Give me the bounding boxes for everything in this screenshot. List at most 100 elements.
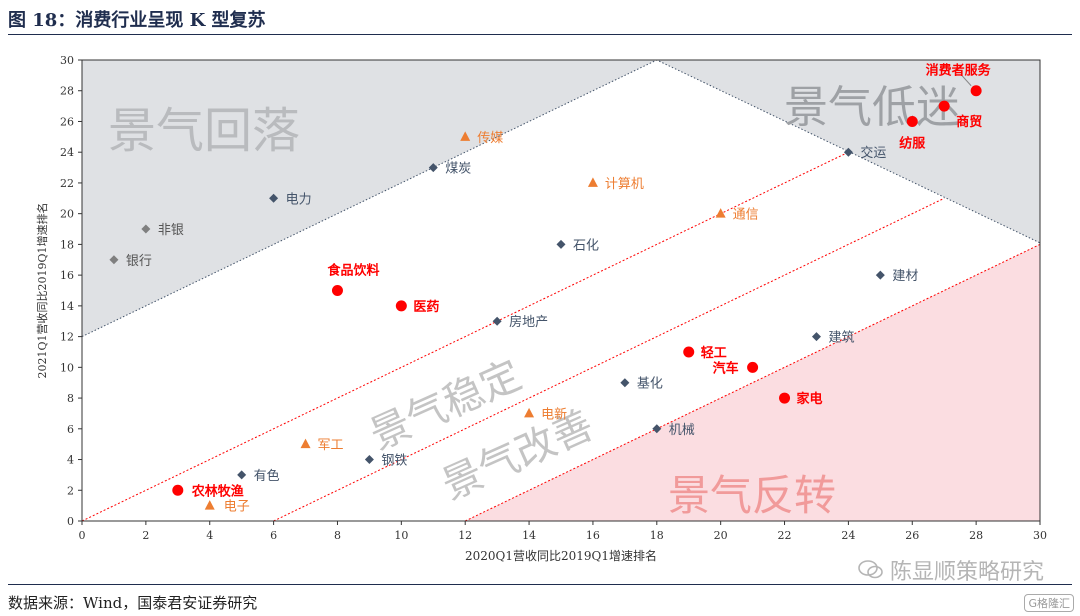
gelonghui-logo: G格隆汇	[1024, 594, 1074, 612]
x-tick-label: 10	[394, 529, 408, 542]
point-marker	[204, 500, 215, 510]
callout-leader	[961, 75, 972, 87]
point-label: 轻工	[701, 345, 727, 361]
y-tick-label: 14	[60, 300, 74, 313]
zone-label: 景气回落	[108, 103, 300, 159]
point-label: 石化	[573, 238, 599, 253]
point-marker	[395, 300, 407, 312]
y-tick-label: 26	[60, 115, 74, 128]
point-marker	[715, 208, 726, 218]
wechat-icon	[858, 560, 883, 579]
point-marker	[364, 455, 374, 465]
point-marker	[172, 484, 184, 496]
y-tick-label: 8	[67, 392, 74, 405]
y-axis-label: 2021Q1营收同比2019Q1增速排名	[35, 202, 49, 378]
y-tick-label: 4	[67, 454, 74, 467]
y-tick-label: 16	[60, 269, 74, 282]
y-tick-label: 12	[60, 331, 74, 344]
point-label: 食品饮料	[327, 263, 379, 279]
y-tick-label: 10	[60, 361, 74, 374]
point-marker	[906, 115, 918, 127]
point-label: 建材	[892, 269, 918, 284]
point-marker	[747, 361, 759, 373]
point-label: 交运	[860, 145, 886, 161]
point-marker	[556, 239, 566, 249]
point-label: 有色	[254, 468, 280, 484]
point-marker	[237, 470, 247, 480]
point-marker	[460, 131, 471, 141]
x-tick-label: 16	[586, 529, 600, 542]
x-tick-label: 2	[142, 529, 149, 542]
point-marker	[587, 177, 598, 187]
point-marker	[524, 407, 535, 418]
point-marker	[331, 285, 343, 296]
x-tick-label: 28	[969, 529, 983, 542]
point-marker	[683, 346, 695, 358]
x-tick-label: 30	[1033, 529, 1047, 542]
x-tick-label: 0	[79, 529, 86, 542]
point-label: 基化	[637, 377, 663, 392]
point-marker	[428, 163, 438, 173]
point-label: 建筑	[828, 330, 854, 346]
k-recovery-scatter-chart: 0 2 4 6 8 10 12 14 16 18 20 22 24 26 28 300246810121416…	[35, 54, 1047, 563]
title-divider	[8, 34, 1072, 35]
point-label: 电新	[541, 406, 567, 422]
y-tick-label: 30	[60, 54, 74, 67]
point-marker	[141, 224, 151, 234]
point-label: 电力	[286, 192, 312, 207]
point-label: 钢铁	[381, 454, 407, 469]
y-tick-label: 18	[60, 238, 74, 251]
point-label: 煤炭	[445, 162, 471, 177]
x-tick-label: 22	[778, 529, 792, 542]
x-tick-label: 20	[714, 529, 728, 542]
y-tick-label: 22	[60, 177, 74, 190]
point-label: 非银	[158, 223, 184, 238]
point-label: 消费者服务	[926, 63, 992, 79]
point-label: 家电	[797, 391, 823, 407]
source-note: 数据来源：Wind，国泰君安证券研究	[8, 594, 258, 612]
y-tick-label: 24	[60, 146, 74, 159]
watermark-text: 陈显顺策略研究	[889, 560, 1044, 585]
point-label: 医药	[413, 299, 439, 315]
guide-line-2	[273, 197, 945, 522]
figure-title: 图 18：消费行业呈现 K 型复苏	[8, 10, 266, 31]
zone-label: 景气低迷	[784, 82, 960, 133]
point-label: 传媒	[477, 131, 503, 146]
point-marker	[620, 378, 630, 388]
x-tick-label: 4	[206, 529, 213, 542]
x-tick-label: 12	[458, 529, 472, 542]
point-marker	[938, 100, 950, 112]
y-tick-label: 28	[60, 85, 74, 98]
point-label: 纺服	[899, 135, 926, 151]
y-tick-label: 20	[60, 208, 74, 221]
x-tick-label: 26	[905, 529, 919, 542]
y-tick-label: 2	[67, 484, 74, 497]
point-marker	[269, 193, 279, 203]
point-marker	[970, 85, 982, 97]
point-marker	[109, 255, 119, 265]
point-marker	[779, 392, 791, 404]
point-label: 机械	[669, 423, 695, 438]
x-tick-label: 8	[334, 529, 341, 542]
point-label: 军工	[318, 438, 344, 453]
zone-bottom-right-shade	[465, 244, 1040, 521]
point-marker	[300, 438, 311, 449]
point-label: 商贸	[956, 114, 982, 130]
footer-divider	[8, 584, 1072, 585]
point-marker	[492, 316, 502, 326]
point-label: 汽车	[713, 360, 739, 376]
x-tick-label: 24	[841, 529, 855, 542]
x-axis-label: 2020Q1营收同比2019Q1增速排名	[465, 548, 657, 563]
point-label: 通信	[733, 208, 759, 223]
point-marker	[875, 270, 885, 280]
zone-label: 景气反转	[668, 471, 836, 520]
y-tick-label: 6	[67, 423, 74, 436]
point-marker	[843, 147, 853, 157]
y-tick-label: 0	[67, 515, 74, 528]
x-tick-label: 6	[270, 529, 277, 542]
watermark: 陈显顺策略研究	[858, 554, 1044, 586]
x-tick-label: 14	[522, 529, 536, 542]
x-tick-label: 18	[650, 529, 664, 542]
point-label: 电子	[224, 500, 250, 515]
point-label: 农林牧渔	[191, 483, 244, 499]
